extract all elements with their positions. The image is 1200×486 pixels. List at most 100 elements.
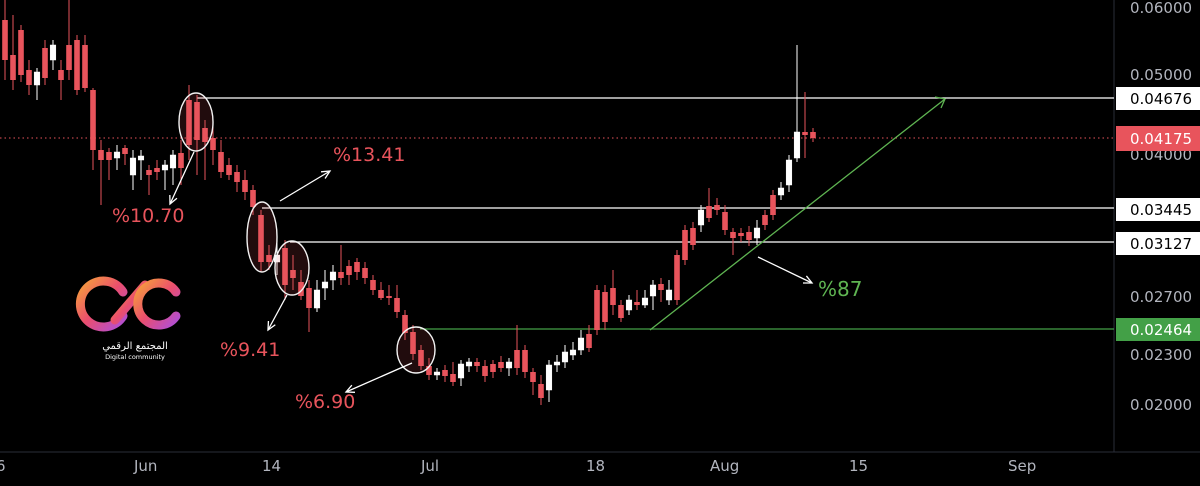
candle-up (33, 68, 41, 100)
candle-down (66, 0, 72, 80)
y-tick: 0.06000 (1130, 0, 1192, 17)
candle-down (42, 40, 48, 85)
x-tick: Sep (1008, 457, 1036, 475)
candle-down (186, 85, 192, 160)
candle-down (770, 190, 776, 220)
candle-up (625, 295, 633, 315)
candle-down (106, 148, 112, 180)
price-tag-02464: 0.02464 (1116, 318, 1200, 341)
candle-body (394, 298, 400, 312)
annotation-arrow-icon (757, 256, 814, 284)
candle-down (194, 95, 200, 175)
candle-down (682, 225, 688, 265)
candle-down (410, 325, 416, 360)
candle-body (530, 372, 536, 382)
candle-down (218, 140, 224, 178)
candle-down (202, 120, 208, 180)
candle-down (354, 258, 360, 280)
candle-down (74, 35, 80, 95)
candle-down (530, 368, 536, 395)
candle-body (577, 337, 585, 351)
candle-body (753, 227, 761, 239)
candle-body (386, 296, 392, 298)
candle-down (690, 222, 696, 250)
price-tag-03127: 0.03127 (1116, 232, 1200, 255)
arrow-head (169, 194, 178, 206)
svg-text:0.04676: 0.04676 (1130, 90, 1192, 108)
candle-down (586, 325, 592, 352)
candle-up (321, 270, 329, 300)
candle-down (746, 226, 752, 246)
candle-body (442, 370, 448, 376)
candle-body (362, 268, 368, 278)
candle-up (465, 358, 473, 372)
svg-text:0.03445: 0.03445 (1130, 201, 1192, 219)
candle-body (426, 366, 432, 375)
candle-body (514, 350, 520, 368)
candle-down (610, 270, 616, 315)
candle-up (457, 360, 465, 386)
candle-down (450, 362, 456, 386)
candle-up (641, 290, 649, 308)
candle-body (602, 292, 608, 322)
candle-body (658, 284, 664, 290)
candle-body (66, 45, 72, 70)
candle-body (802, 132, 808, 135)
annotation-9-41: %9.41 (220, 339, 280, 361)
price-level-lines (0, 97, 1114, 330)
candle-body (258, 215, 264, 262)
candle-body (82, 45, 88, 88)
candle-body (418, 350, 424, 366)
candle-down (538, 375, 544, 405)
annotation-arrow-icon (279, 170, 332, 202)
candle-down (722, 205, 728, 235)
y-tick: 0.02700 (1130, 288, 1192, 306)
candle-down (442, 365, 448, 382)
candle-body (321, 281, 329, 289)
candle-body (218, 152, 224, 172)
highlight-ellipse (246, 201, 278, 273)
candle-body (42, 48, 48, 78)
candle-up (777, 182, 785, 200)
candle-body (370, 280, 376, 290)
candle-body (2, 20, 8, 60)
candle-down (234, 165, 240, 192)
candle-up (137, 150, 145, 180)
candle-body (329, 271, 337, 281)
candle-body (137, 155, 145, 161)
candle-body (154, 168, 160, 172)
candle-body (505, 361, 513, 369)
arrow-head (320, 170, 332, 179)
candle-down (282, 240, 288, 300)
candle-body (113, 151, 121, 159)
candle-body (569, 349, 577, 356)
candle-body (746, 232, 752, 240)
candle-up (113, 145, 121, 170)
candle-body (730, 232, 736, 238)
candle-body (682, 230, 688, 260)
candle-body (313, 289, 321, 309)
candle-body (74, 40, 80, 90)
highlight-ellipse (396, 326, 436, 374)
candle-down (386, 285, 392, 305)
candle-body (793, 131, 801, 159)
candle-up (433, 368, 441, 380)
candle-down (810, 128, 816, 142)
annotation-10-70: %10.70 (112, 205, 184, 227)
svg-text:0.02464: 0.02464 (1130, 321, 1192, 339)
y-tick: 0.02000 (1130, 396, 1192, 414)
annotation-arrow-icon (169, 151, 195, 206)
candle-body (538, 384, 544, 398)
candle-body (490, 364, 496, 372)
candle-down (658, 278, 664, 302)
candle-up (753, 220, 761, 245)
candle-body (242, 180, 248, 192)
candle-body (210, 138, 216, 150)
candle-down (98, 140, 104, 205)
candle-body (522, 350, 528, 372)
annotation-13-41: %13.41 (333, 144, 405, 166)
candle-down (490, 360, 496, 378)
arrow-shaft (345, 362, 413, 393)
candle-down (498, 356, 504, 372)
